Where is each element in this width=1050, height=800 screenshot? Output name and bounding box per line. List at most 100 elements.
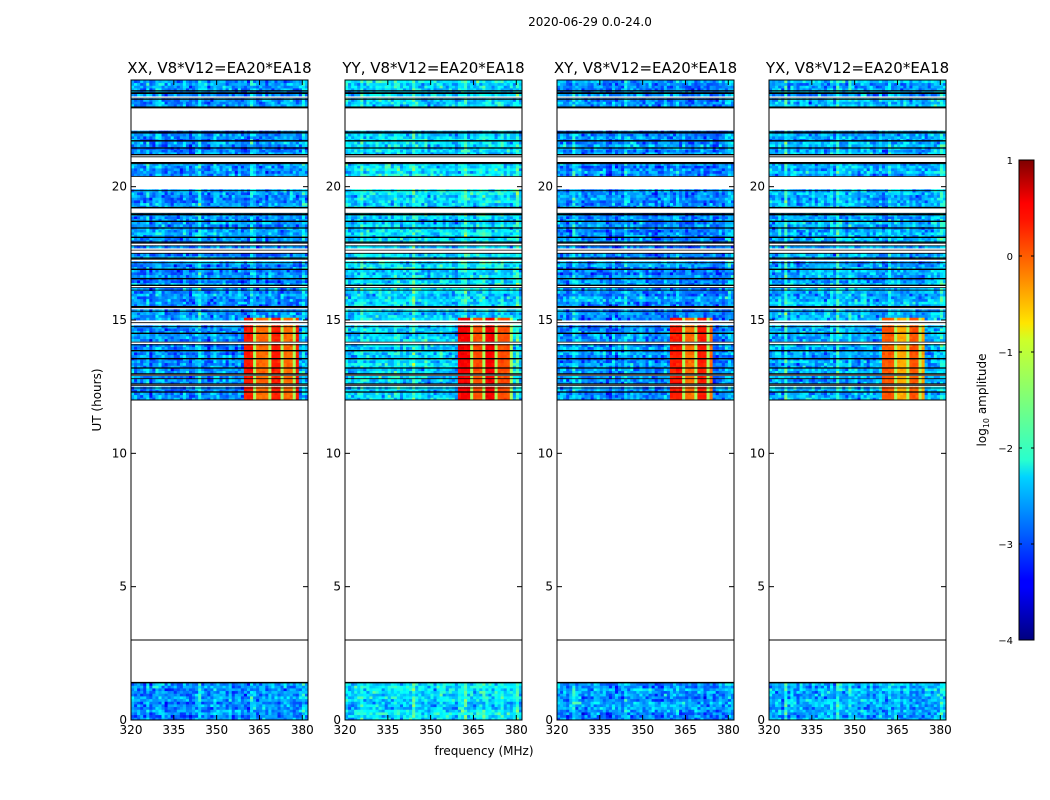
heatmap-cell: [262, 290, 266, 294]
heatmap-cell: [204, 346, 208, 350]
heatmap-cell: [237, 253, 242, 257]
heatmap-cell: [225, 330, 230, 334]
heatmap-cell: [173, 712, 178, 716]
heatmap-cell: [213, 378, 217, 382]
heatmap-cell: [295, 168, 300, 172]
heatmap-cell: [167, 314, 172, 318]
heatmap-cell: [225, 288, 230, 292]
heatmap-cell: [271, 168, 275, 172]
heatmap-cell: [207, 301, 211, 305]
heatmap-cell: [301, 709, 306, 713]
heatmap-cell: [152, 314, 156, 318]
heatmap-cell: [286, 698, 291, 702]
heatmap-cell: [146, 280, 150, 284]
heatmap-cell: [158, 392, 162, 396]
heatmap-cell: [253, 221, 257, 225]
heatmap-cell: [131, 712, 135, 716]
heatmap-cell: [198, 706, 202, 710]
heatmap-cell: [246, 704, 251, 708]
heatmap-cell: [280, 693, 284, 697]
heatmap-cell: [149, 690, 153, 694]
heatmap-cell: [195, 298, 199, 302]
heatmap-cell: [140, 365, 144, 369]
heatmap-cell: [161, 330, 165, 334]
heatmap-cell: [213, 360, 217, 364]
heatmap-cell: [256, 173, 260, 177]
heatmap-cell: [146, 229, 150, 233]
heatmap-cell: [140, 165, 144, 169]
heatmap-cell: [243, 712, 248, 716]
heatmap-cell: [228, 216, 233, 220]
heatmap-cell: [304, 698, 308, 702]
heatmap-cell: [246, 330, 251, 334]
heatmap-cell: [262, 394, 266, 398]
heatmap-cell: [240, 704, 245, 708]
heatmap-cell: [143, 392, 147, 396]
heatmap-cell: [192, 368, 196, 372]
heatmap-cell: [192, 376, 196, 380]
heatmap-cell: [289, 296, 294, 300]
heatmap-cell: [292, 344, 297, 348]
heatmap-cell: [256, 165, 260, 169]
heatmap-cell: [289, 197, 294, 201]
heatmap-cell: [143, 362, 147, 366]
heatmap-cell: [201, 690, 205, 694]
heatmap-cell: [301, 397, 306, 401]
heatmap-cell: [222, 253, 226, 257]
heatmap-cell: [155, 200, 159, 204]
heatmap-cell: [167, 682, 172, 686]
heatmap-cell: [256, 381, 260, 385]
heatmap-cell: [192, 298, 196, 302]
heatmap-cell: [161, 221, 165, 225]
heatmap-cell: [149, 392, 153, 396]
heatmap-cell: [246, 370, 251, 374]
heatmap-cell: [176, 392, 181, 396]
heatmap-cell: [131, 290, 135, 294]
heatmap-cell: [146, 389, 150, 393]
heatmap-cell: [158, 165, 162, 169]
heatmap-cell: [143, 218, 147, 222]
heatmap-cell: [222, 394, 226, 398]
heatmap-cell: [131, 266, 135, 270]
heatmap-cell: [286, 333, 291, 337]
heatmap-cell: [216, 698, 220, 702]
heatmap-cell: [283, 170, 288, 174]
heatmap-cell: [259, 162, 263, 166]
heatmap-cell: [207, 696, 211, 700]
heatmap-cell: [240, 344, 245, 348]
heatmap-cell: [225, 218, 230, 222]
heatmap-cell: [271, 282, 275, 286]
heatmap-cell: [167, 274, 172, 278]
heatmap-cell: [170, 389, 175, 393]
heatmap-cell: [198, 312, 202, 316]
heatmap-cell: [195, 194, 199, 198]
heatmap-cell: [304, 696, 308, 700]
heatmap-cell: [243, 298, 248, 302]
heatmap-cell: [237, 272, 242, 276]
heatmap-cell: [216, 394, 220, 398]
heatmap-cell: [201, 296, 205, 300]
heatmap-cell: [195, 338, 199, 342]
heatmap-cell: [262, 253, 266, 257]
heatmap-cell: [231, 682, 236, 686]
heatmap-cell: [158, 365, 162, 369]
heatmap-cell: [301, 394, 306, 398]
heatmap-cell: [146, 290, 150, 294]
heatmap-cell: [161, 234, 165, 238]
heatmap-cell: [155, 192, 159, 196]
heatmap-cell: [152, 274, 156, 278]
heatmap-cell: [201, 328, 205, 332]
heatmap-cell: [213, 314, 217, 318]
heatmap-cell: [246, 392, 251, 396]
heatmap-cell: [140, 368, 144, 372]
heatmap-cell: [167, 328, 172, 332]
heatmap-cell: [240, 298, 245, 302]
heatmap-cell: [188, 269, 193, 273]
heatmap-cell: [234, 330, 239, 334]
heatmap-cell: [289, 362, 294, 366]
heatmap-cell: [198, 200, 202, 204]
heatmap-cell: [219, 269, 223, 273]
heatmap-cell: [283, 392, 288, 396]
heatmap-cell: [201, 344, 205, 348]
heatmap-cell: [219, 202, 223, 206]
